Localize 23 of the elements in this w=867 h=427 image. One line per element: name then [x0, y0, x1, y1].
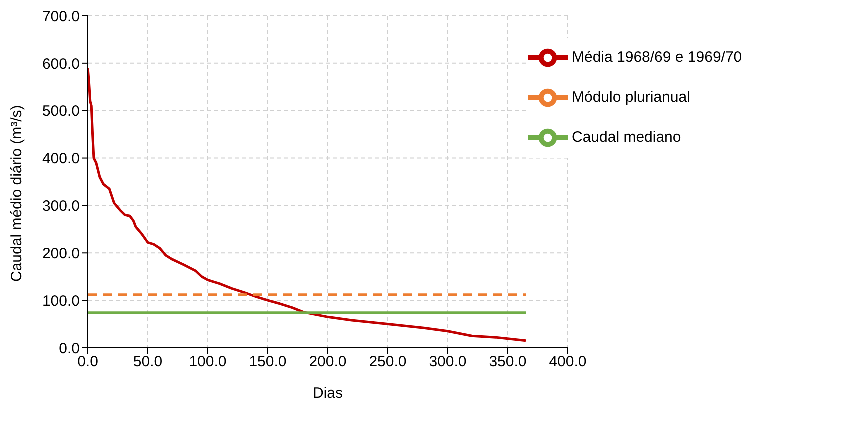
line-series — [88, 66, 528, 342]
x-tick-label: 400.0 — [549, 354, 587, 371]
x-axis-title: Dias — [312, 385, 344, 402]
x-tick-label: 0.0 — [78, 354, 98, 371]
y-tick-label: 100.0 — [42, 292, 80, 310]
y-tick-label: 300.0 — [42, 198, 80, 216]
y-tick-label: 200.0 — [42, 245, 80, 262]
x-tick-label: 200.0 — [309, 354, 347, 371]
x-tick-label: 250.0 — [369, 354, 407, 371]
y-tick-label: 500.0 — [42, 103, 80, 120]
x-tick-label: 350.0 — [489, 354, 527, 371]
x-tick-label: 300.0 — [429, 354, 467, 371]
y-tick-label: 600.0 — [42, 56, 80, 73]
y-tick-label: 400.0 — [42, 150, 80, 168]
y-tick-label: 0.0 — [59, 340, 80, 358]
x-tick-label: 50.0 — [133, 354, 163, 371]
legend-label: Caudal mediano — [572, 128, 682, 146]
y-axis-title: Caudal médio diário (m³/s) — [8, 105, 26, 282]
y-tick-label: 700.0 — [42, 8, 80, 26]
legend-label: Módulo plurianual — [572, 88, 690, 106]
legend-label: Média 1968/69 e 1969/70 — [572, 48, 742, 66]
x-tick-label: 100.0 — [189, 354, 227, 371]
x-tick-label: 150.0 — [249, 354, 287, 371]
